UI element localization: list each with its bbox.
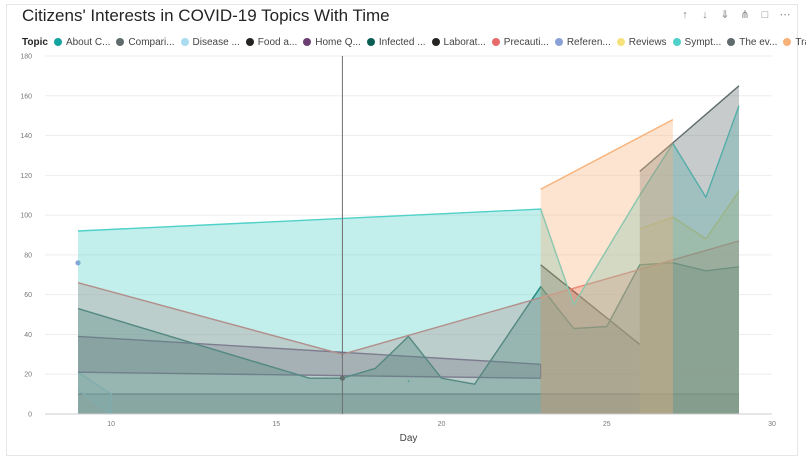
legend-item[interactable]: Laborat... [431,36,486,48]
y-tick-label: 140 [20,133,32,140]
legend-item[interactable]: Home Q... [303,37,361,48]
y-tick-label: 180 [20,54,32,61]
legend-label: Compari... [128,36,175,48]
legend-item[interactable]: Referen... [554,36,611,48]
legend-item[interactable]: Precauti... [491,36,549,48]
series-line[interactable] [77,105,740,306]
legend-label: Laborat... [443,36,486,48]
more-options-icon[interactable]: ⋯ [779,9,791,21]
legend-marker [672,38,681,46]
series-line[interactable] [639,85,740,172]
legend-item[interactable]: About C... [53,36,111,48]
legend-label: Referen... [566,36,611,48]
legend-item[interactable]: Sympt... [672,36,722,48]
legend-title: Topic [22,36,48,48]
legend-label: Transfer ... [795,36,806,48]
legend-label: Food a... [257,36,298,48]
legend-item[interactable]: Food a... [245,36,298,48]
legend-marker [431,38,440,46]
x-tick-label: 15 [272,421,280,428]
legend-marker [491,38,500,46]
legend-label: Home Q... [315,36,361,48]
legend-item[interactable]: The ev... [727,37,777,48]
legend-label: Reviews [628,36,667,48]
y-tick-label: 80 [24,252,32,259]
chart-legend: Topic About C... Compari... Disease ... Foo… [22,35,806,49]
series-point[interactable] [75,260,81,266]
series-area[interactable] [540,264,640,414]
legend-marker [554,38,563,46]
x-tick-label: 30 [768,421,776,428]
y-tick-label: 100 [20,213,32,220]
y-tick-label: 40 [24,332,32,339]
legend-label: Precauti... [503,36,549,48]
series-line[interactable] [77,262,740,385]
series-area[interactable] [639,85,739,415]
legend-items: About C... Compari... Disease ... Food a...… [53,36,806,48]
legend-marker [303,38,312,46]
legend-marker [727,38,736,46]
arrow-up-icon[interactable]: ↑ [682,9,688,21]
series-area[interactable] [639,191,739,414]
visual-container [6,4,798,456]
series-line[interactable] [639,190,740,240]
legend-item[interactable]: Compari... [116,36,175,48]
series-area[interactable] [78,241,739,414]
legend-marker [245,38,254,46]
legend-label: Sympt... [684,36,722,48]
legend-marker [783,38,792,46]
series-line[interactable] [77,335,542,379]
y-tick-label: 160 [20,93,32,100]
legend-marker [616,38,625,46]
series-area[interactable] [78,262,739,414]
x-tick-label: 10 [107,421,115,428]
double-arrow-down-icon[interactable]: ⇓ [720,9,730,21]
y-tick-label: 120 [20,173,32,180]
series-area[interactable] [78,336,541,379]
expand-hierarchy-icon[interactable]: ⋔ [740,9,750,21]
visual-toolbar: ↑ ↓ ⇓ ⋔ □ ⋯ [678,8,792,22]
x-axis-title: Day [400,433,418,444]
y-tick-label: 0 [28,412,32,419]
chart-title: Citizens' Interests in COVID-19 Topics W… [22,6,390,25]
series-line[interactable] [540,118,674,190]
series-area[interactable] [78,372,112,414]
legend-marker [53,38,62,46]
series-area[interactable] [78,105,739,414]
legend-marker [180,38,189,46]
focus-mode-icon[interactable]: □ [761,9,769,21]
legend-item[interactable]: Transfer ... [783,37,806,48]
series-line[interactable] [77,371,112,415]
series-area[interactable] [78,394,739,414]
legend-item[interactable]: Disease ... [180,36,240,48]
legend-label: The ev... [739,36,778,48]
legend-label: Infected ... [378,36,426,48]
x-tick-label: 25 [603,421,611,428]
legend-item[interactable]: Infected ... [366,36,426,48]
legend-marker [366,38,375,46]
series-area[interactable] [540,119,673,414]
legend-marker [116,38,125,46]
legend-label: Disease ... [192,36,240,48]
y-tick-label: 20 [24,372,32,379]
legend-item[interactable]: Reviews [616,36,667,48]
legend-label: About C... [65,36,111,48]
x-tick-label: 20 [438,421,446,428]
arrow-down-icon[interactable]: ↓ [702,9,708,21]
y-tick-label: 60 [24,292,32,299]
series-line[interactable] [540,264,641,345]
